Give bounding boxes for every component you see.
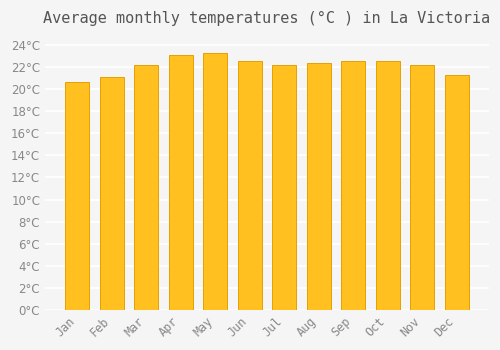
Bar xyxy=(410,65,434,310)
Bar xyxy=(134,65,158,310)
Bar xyxy=(306,63,331,310)
Bar xyxy=(100,77,124,310)
Bar xyxy=(444,75,468,310)
Bar xyxy=(376,61,400,310)
Bar xyxy=(66,82,90,310)
Bar xyxy=(238,61,262,310)
Bar xyxy=(168,55,193,310)
Bar xyxy=(203,53,228,310)
Title: Average monthly temperatures (°C ) in La Victoria: Average monthly temperatures (°C ) in La… xyxy=(44,11,490,26)
Bar xyxy=(341,61,365,310)
Bar xyxy=(272,65,296,310)
